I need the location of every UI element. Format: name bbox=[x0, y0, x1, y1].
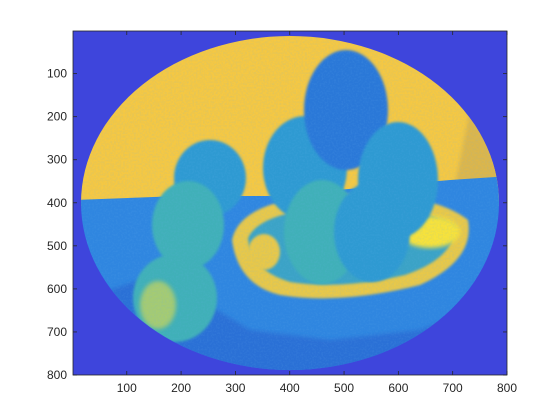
y-tick-label: 200 bbox=[47, 110, 67, 124]
y-tick-label: 300 bbox=[47, 153, 67, 167]
x-tick-label: 400 bbox=[280, 381, 300, 395]
y-tick-label: 500 bbox=[47, 239, 67, 253]
y-tick-label: 800 bbox=[47, 368, 67, 382]
x-tick-label: 100 bbox=[117, 381, 137, 395]
x-tick-label: 800 bbox=[497, 381, 517, 395]
x-tick-label: 600 bbox=[388, 381, 408, 395]
y-tick-label: 700 bbox=[47, 325, 67, 339]
y-tick-label: 600 bbox=[47, 282, 67, 296]
x-tick-label: 300 bbox=[225, 381, 245, 395]
x-tick-label: 700 bbox=[443, 381, 463, 395]
image-plot bbox=[73, 31, 510, 380]
y-tick-label: 400 bbox=[47, 196, 67, 210]
x-tick-label: 200 bbox=[171, 381, 191, 395]
x-tick-label: 500 bbox=[334, 381, 354, 395]
y-tick-label: 100 bbox=[47, 67, 67, 81]
